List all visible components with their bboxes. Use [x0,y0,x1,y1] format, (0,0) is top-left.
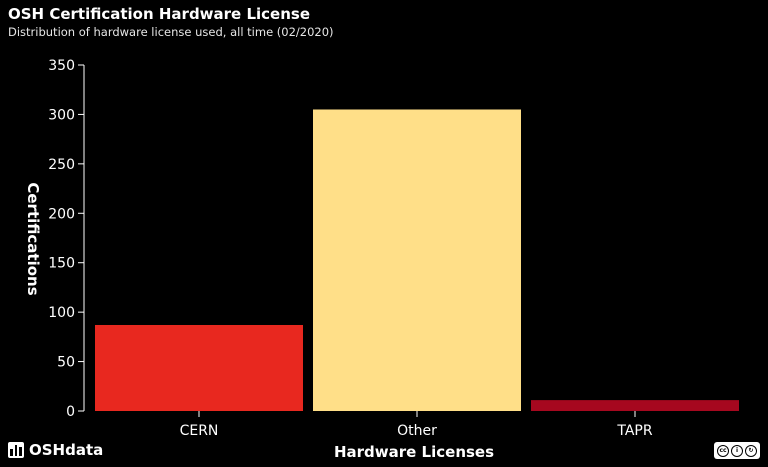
x-tick-label: CERN [180,423,219,439]
y-axis: 0 50 100 150 200 250 300 350 [48,58,85,420]
bar-other [313,109,521,411]
y-tick-label: 350 [48,58,75,74]
bar-cern [95,324,303,411]
bar-chart-icon [8,442,24,458]
y-tick-label: 100 [48,305,75,321]
y-tick-label: 300 [48,107,75,123]
y-tick-label: 50 [57,355,75,371]
y-tick-label: 0 [66,404,75,420]
chart-title: OSH Certification Hardware License [8,5,310,23]
chart-subtitle: Distribution of hardware license used, a… [8,25,334,39]
creative-commons-by-sa-icon: cc i ↻ [714,442,760,459]
y-axis-title: Certifications [24,182,42,295]
x-tick-label: TAPR [616,423,652,439]
oshdata-logo: OSHdata [8,440,103,460]
x-axis-title: Hardware Licenses [334,443,494,461]
bars [95,109,739,411]
bar-tapr [531,400,739,411]
brand-name: OSHdata [29,441,104,459]
y-tick-label: 150 [48,256,75,272]
y-tick-label: 250 [48,157,75,173]
x-axis: CERN Other TAPR [180,411,653,439]
x-tick-label: Other [397,423,437,439]
y-tick-label: 200 [48,206,75,222]
